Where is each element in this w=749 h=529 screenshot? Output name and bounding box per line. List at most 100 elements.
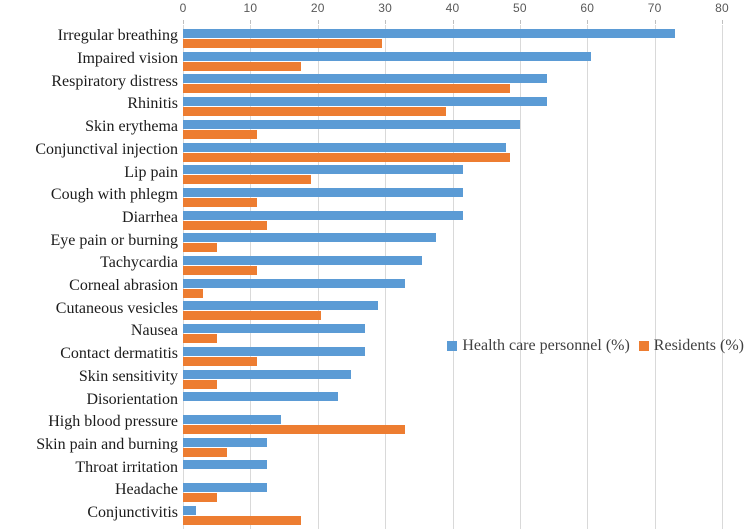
x-tick-mark <box>250 20 252 24</box>
bar-health-care-personnel <box>183 278 406 288</box>
bar-health-care-personnel <box>183 165 463 175</box>
bar-health-care-personnel <box>183 142 507 152</box>
x-tick-label-0: 0 <box>179 1 187 15</box>
category-label: Nausea <box>130 322 178 340</box>
bar-health-care-personnel <box>183 187 463 197</box>
bar-health-care-personnel <box>183 301 379 311</box>
legend-swatch-health-care-personnel <box>447 341 458 351</box>
category-label: Skin erythema <box>85 118 178 136</box>
x-tick-mark <box>722 20 723 24</box>
category-label: Respiratory distress <box>51 72 178 90</box>
bar-health-care-personnel <box>183 505 197 515</box>
x-tick-label-30: 30 <box>378 1 392 15</box>
bar-residents <box>183 288 204 298</box>
category-label: Lip pain <box>124 163 178 181</box>
bar-residents <box>183 424 406 434</box>
bar-health-care-personnel <box>183 483 268 492</box>
legend-label-residents: Residents (%) <box>653 337 744 354</box>
bar-health-care-personnel <box>183 97 547 107</box>
bar-residents <box>183 515 301 525</box>
x-tick-label-60: 60 <box>580 1 595 15</box>
category-labels: Irregular breathing Impaired vision Respir… <box>0 25 178 529</box>
bar-residents <box>183 61 301 71</box>
bar-residents <box>183 175 311 185</box>
category-label: Conjunctival injection <box>35 140 178 158</box>
bar-health-care-personnel <box>183 392 338 402</box>
bar-health-care-personnel <box>183 346 365 356</box>
gridline-80 <box>722 25 723 529</box>
x-tick-label-50: 50 <box>513 1 527 15</box>
bar-residents <box>183 197 258 207</box>
category-label: Contact dermatitis <box>60 345 178 363</box>
category-label: Headache <box>114 481 178 499</box>
bar-residents <box>183 129 258 139</box>
bar-health-care-personnel <box>183 460 268 470</box>
gridline-40 <box>452 25 454 529</box>
bar-residents <box>183 311 322 321</box>
category-label: Diarrhea <box>122 208 178 226</box>
bar-residents <box>183 334 217 344</box>
x-tick-mark <box>654 20 656 24</box>
bar-health-care-personnel <box>183 119 520 129</box>
category-label: Tachycardia <box>100 254 178 272</box>
bar-residents <box>183 107 446 117</box>
x-tick-mark <box>385 20 387 24</box>
x-tick-label-70: 70 <box>647 1 662 15</box>
x-tick-label-80: 80 <box>715 1 729 15</box>
bar-health-care-personnel <box>183 210 463 220</box>
bar-residents <box>183 243 217 253</box>
plot-area <box>183 25 723 529</box>
gridline-30 <box>385 25 387 529</box>
category-label: Cutaneous vesicles <box>55 299 178 317</box>
bar-health-care-personnel <box>183 233 436 243</box>
category-label: Conjunctivitis <box>87 504 178 522</box>
gridline-60 <box>587 25 589 529</box>
x-tick-mark <box>452 20 454 24</box>
x-tick-mark <box>183 20 184 24</box>
x-tick-mark <box>317 20 319 24</box>
category-label: High blood pressure <box>48 413 178 431</box>
x-tick-mark <box>587 20 589 24</box>
bar-residents <box>183 152 510 162</box>
bar-residents <box>183 39 382 48</box>
bar-residents <box>183 379 217 389</box>
bar-health-care-personnel <box>183 437 268 447</box>
gridline-0 <box>183 25 184 529</box>
bar-residents <box>183 447 227 457</box>
bar-residents <box>183 266 258 275</box>
category-label: Irregular breathing <box>57 27 178 45</box>
bar-health-care-personnel <box>183 51 591 61</box>
x-tick-label-10: 10 <box>243 1 258 15</box>
category-label: Rhinitis <box>127 95 178 113</box>
gridline-70 <box>654 25 656 529</box>
x-tick-mark <box>519 20 521 24</box>
gridline-50 <box>519 25 521 529</box>
category-label: Disorientation <box>86 390 178 408</box>
legend-swatch-residents <box>638 341 649 351</box>
bar-health-care-personnel <box>183 74 547 84</box>
bar-residents <box>183 493 217 502</box>
bar-health-care-personnel <box>183 324 365 334</box>
gridline-20 <box>317 25 319 529</box>
category-label: Impaired vision <box>77 50 178 68</box>
bar-health-care-personnel <box>183 29 675 38</box>
bar-health-care-personnel <box>183 369 352 379</box>
x-tick-label-40: 40 <box>445 1 460 15</box>
category-label: Corneal abrasion <box>69 277 178 295</box>
bar-residents <box>183 356 258 366</box>
gridline-10 <box>250 25 252 529</box>
category-label: Cough with phlegm <box>50 186 178 204</box>
x-axis: 0 10 20 30 40 50 60 70 80 <box>0 0 749 25</box>
category-label: Throat irritation <box>75 458 178 476</box>
legend: Health care personnel (%) Residents (%) <box>447 337 744 355</box>
bar-health-care-personnel <box>183 256 423 265</box>
category-label: Eye pain or burning <box>50 231 178 249</box>
bar-health-care-personnel <box>183 414 281 424</box>
bar-residents <box>183 84 510 94</box>
bar-residents <box>183 220 268 230</box>
legend-label-health-care-personnel: Health care personnel (%) <box>462 337 630 354</box>
category-label: Skin pain and burning <box>36 435 178 453</box>
x-tick-label-20: 20 <box>310 1 325 15</box>
category-label: Skin sensitivity <box>78 367 178 385</box>
